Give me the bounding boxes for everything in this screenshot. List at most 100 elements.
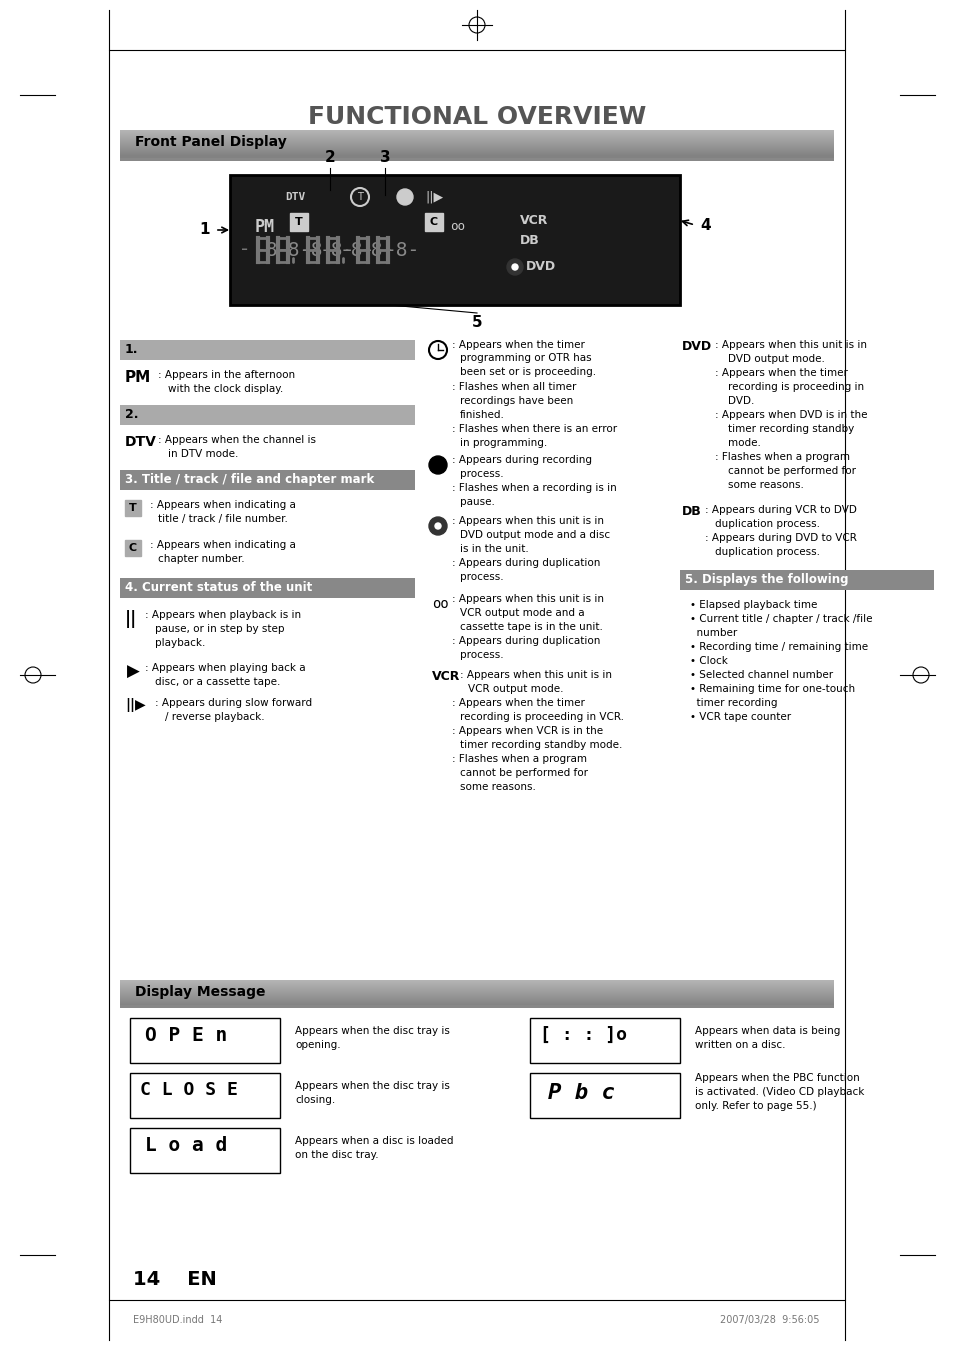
- Text: mode.: mode.: [727, 438, 760, 449]
- Text: -8-: -8-: [359, 240, 395, 259]
- Text: title / track / file number.: title / track / file number.: [158, 513, 288, 524]
- Text: C: C: [129, 543, 137, 553]
- Text: opening.: opening.: [294, 1040, 340, 1050]
- Text: : Appears when this unit is in: : Appears when this unit is in: [459, 670, 612, 680]
- Bar: [234, 180, 675, 300]
- Text: : Flashes when a recording is in: : Flashes when a recording is in: [452, 484, 616, 493]
- Text: 5: 5: [471, 315, 482, 330]
- Text: • Elapsed playback time: • Elapsed playback time: [689, 600, 817, 611]
- Text: T: T: [356, 192, 362, 203]
- Text: 2007/03/28  9:56:05: 2007/03/28 9:56:05: [720, 1315, 820, 1325]
- Text: : Appears when indicating a: : Appears when indicating a: [150, 540, 295, 550]
- Text: oo: oo: [450, 220, 464, 234]
- Text: : Appears when indicating a: : Appears when indicating a: [150, 500, 295, 509]
- Text: written on a disc.: written on a disc.: [695, 1040, 784, 1050]
- Text: : Appears in the afternoon: : Appears in the afternoon: [158, 370, 294, 380]
- Text: process.: process.: [459, 469, 503, 480]
- Text: in programming.: in programming.: [459, 438, 547, 449]
- Text: cannot be performed for: cannot be performed for: [459, 767, 587, 778]
- Text: : Appears during duplication: : Appears during duplication: [452, 558, 599, 567]
- Text: DVD output mode.: DVD output mode.: [727, 354, 824, 363]
- Text: : Appears during VCR to DVD: : Appears during VCR to DVD: [704, 505, 856, 515]
- Text: Appears when the disc tray is: Appears when the disc tray is: [294, 1081, 450, 1092]
- Text: cannot be performed for: cannot be performed for: [727, 466, 855, 476]
- Text: 2: 2: [324, 150, 335, 165]
- Text: is in the unit.: is in the unit.: [459, 544, 528, 554]
- Text: • Clock: • Clock: [689, 657, 727, 666]
- Text: / reverse playback.: / reverse playback.: [165, 712, 264, 721]
- Circle shape: [429, 517, 447, 535]
- Text: : Appears during duplication: : Appears during duplication: [452, 636, 599, 646]
- Bar: [130, 1073, 280, 1119]
- Text: : Appears when this unit is in: : Appears when this unit is in: [452, 594, 603, 604]
- Text: Appears when a disc is loaded: Appears when a disc is loaded: [294, 1136, 453, 1146]
- Text: ||: ||: [125, 611, 137, 628]
- Text: recordings have been: recordings have been: [459, 396, 573, 407]
- Text: 5. Displays the following: 5. Displays the following: [684, 573, 847, 586]
- Text: ▶: ▶: [127, 663, 139, 681]
- Bar: [120, 340, 415, 359]
- Text: : Appears when this unit is in: : Appears when this unit is in: [452, 516, 603, 526]
- Text: : Appears when playback is in: : Appears when playback is in: [145, 611, 301, 620]
- Bar: [530, 1073, 679, 1119]
- Text: : Appears when the timer: : Appears when the timer: [714, 367, 847, 378]
- Text: : Appears during slow forward: : Appears during slow forward: [154, 698, 312, 708]
- Text: : Appears when VCR is in the: : Appears when VCR is in the: [452, 725, 602, 736]
- Text: P b c: P b c: [547, 1084, 615, 1102]
- Circle shape: [435, 523, 440, 530]
- Text: PM: PM: [254, 218, 274, 236]
- Text: [ : : ]o: [ : : ]o: [539, 1025, 626, 1044]
- Text: O P E n: O P E n: [145, 1025, 227, 1046]
- Text: PM: PM: [125, 370, 152, 385]
- Text: finished.: finished.: [459, 409, 504, 420]
- Text: pause.: pause.: [459, 497, 495, 507]
- Text: -: -: [241, 240, 249, 259]
- Text: 1: 1: [199, 223, 210, 238]
- Text: ||▶: ||▶: [125, 698, 146, 712]
- Text: VCR: VCR: [519, 213, 548, 227]
- Text: programming or OTR has: programming or OTR has: [459, 353, 591, 363]
- Text: E9H80UD.indd  14: E9H80UD.indd 14: [132, 1315, 222, 1325]
- Text: DVD: DVD: [525, 261, 556, 273]
- Text: Appears when the PBC function: Appears when the PBC function: [695, 1073, 859, 1084]
- Text: : Appears during DVD to VCR: : Appears during DVD to VCR: [704, 534, 856, 543]
- Text: : Flashes when a program: : Flashes when a program: [714, 453, 849, 462]
- Text: duplication process.: duplication process.: [714, 547, 820, 557]
- Bar: [424, 213, 442, 231]
- Text: • Selected channel number: • Selected channel number: [689, 670, 832, 680]
- Text: Display Message: Display Message: [135, 985, 265, 998]
- Text: 3: 3: [379, 150, 390, 165]
- Text: timer recording standby: timer recording standby: [727, 424, 853, 434]
- Text: DTV: DTV: [285, 192, 305, 203]
- Bar: [109, 50, 844, 1300]
- Text: FUNCTIONAL OVERVIEW: FUNCTIONAL OVERVIEW: [308, 105, 645, 128]
- Text: Front Panel Display: Front Panel Display: [135, 135, 287, 149]
- Text: been set or is proceeding.: been set or is proceeding.: [459, 367, 596, 377]
- Text: timer recording: timer recording: [689, 698, 777, 708]
- Text: L o a d: L o a d: [145, 1136, 227, 1155]
- Text: VCR: VCR: [432, 670, 460, 684]
- Text: some reasons.: some reasons.: [727, 480, 803, 490]
- Text: T: T: [129, 503, 136, 513]
- Bar: [530, 1019, 679, 1063]
- Text: -8-: -8-: [339, 240, 375, 259]
- Text: Appears when the disc tray is: Appears when the disc tray is: [294, 1025, 450, 1036]
- Text: oo: oo: [432, 597, 448, 611]
- Bar: [130, 1128, 280, 1173]
- Text: C L O S E: C L O S E: [140, 1081, 237, 1098]
- Text: closing.: closing.: [294, 1096, 335, 1105]
- Text: : Flashes when all timer: : Flashes when all timer: [452, 382, 576, 392]
- Text: recording is proceeding in: recording is proceeding in: [727, 382, 863, 392]
- Text: 4. Current status of the unit: 4. Current status of the unit: [125, 581, 312, 594]
- Text: pause, or in step by step: pause, or in step by step: [154, 624, 284, 634]
- Text: • Recording time / remaining time: • Recording time / remaining time: [689, 642, 867, 653]
- Bar: [120, 158, 833, 161]
- Circle shape: [429, 457, 447, 474]
- Text: only. Refer to page 55.): only. Refer to page 55.): [695, 1101, 816, 1111]
- Text: is activated. (Video CD playback: is activated. (Video CD playback: [695, 1088, 863, 1097]
- Text: number: number: [689, 628, 737, 638]
- Text: DB: DB: [519, 234, 539, 246]
- Text: Appears when data is being: Appears when data is being: [695, 1025, 840, 1036]
- Text: 3. Title / track / file and chapter mark: 3. Title / track / file and chapter mark: [125, 473, 374, 486]
- Text: 2.: 2.: [125, 408, 138, 422]
